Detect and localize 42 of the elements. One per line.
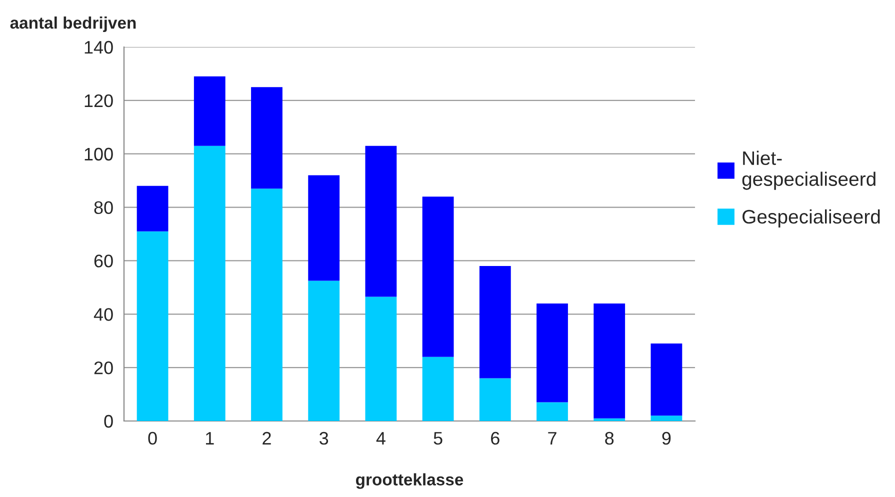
bar	[422, 196, 454, 357]
bar	[594, 303, 626, 418]
bar	[650, 344, 682, 416]
y-tick-label: 80	[94, 201, 113, 214]
bar	[536, 303, 568, 402]
bar	[479, 378, 511, 421]
bar	[136, 231, 168, 421]
bar	[308, 280, 340, 421]
x-tick-label: 4	[376, 432, 386, 444]
y-tick-label: 100	[84, 148, 113, 161]
x-tick-label: 0	[148, 432, 157, 445]
bar	[365, 296, 397, 421]
bar	[422, 356, 454, 421]
x-tick-label: 2	[262, 432, 271, 444]
legend-label: Gespecialiseerd	[742, 209, 880, 228]
y-tick-label: 120	[84, 94, 113, 108]
bar	[194, 76, 226, 146]
x-axis-title: grootteklasse	[356, 473, 464, 489]
bar	[536, 402, 568, 421]
bar	[194, 146, 226, 421]
y-tick-label: 0	[104, 414, 113, 428]
bar	[479, 266, 511, 378]
bar	[136, 186, 168, 232]
y-axis-title: aantal bedrijven	[10, 16, 136, 32]
x-tick-label: 8	[605, 432, 614, 445]
legend-label: Niet-gespecialiseerd	[742, 150, 876, 190]
bar	[251, 188, 282, 421]
bar	[650, 416, 682, 421]
y-tick-label: 60	[94, 254, 113, 268]
x-tick-label: 5	[434, 432, 442, 445]
x-tick-label: 3	[320, 432, 328, 445]
bar	[594, 418, 626, 421]
x-tick-label: 1	[206, 432, 214, 444]
bar	[365, 146, 397, 297]
bar	[308, 175, 340, 281]
y-tick-label: 20	[94, 362, 113, 374]
x-tick-label: 7	[548, 432, 556, 444]
bar	[251, 87, 282, 189]
x-tick-label: 9	[662, 432, 671, 445]
x-tick-label: 6	[491, 432, 500, 445]
y-tick-label: 140	[84, 40, 113, 54]
y-tick-label: 40	[94, 308, 113, 321]
